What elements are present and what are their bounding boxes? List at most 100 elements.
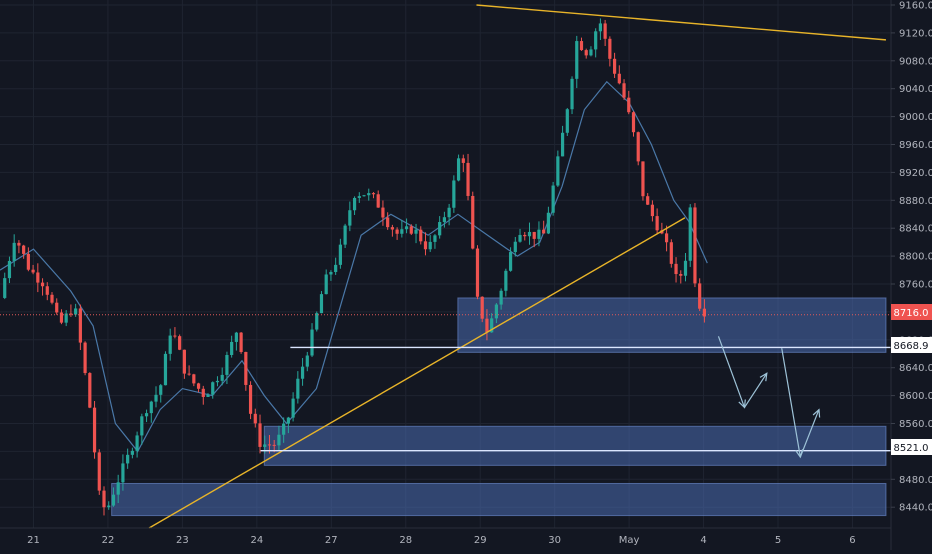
support-zone[interactable] <box>457 297 887 353</box>
candle-body <box>310 329 314 356</box>
x-tick-label: 30 <box>548 535 561 546</box>
candle-body <box>423 241 428 250</box>
support-trendline[interactable] <box>148 217 686 529</box>
y-tick-label: 8600.0 <box>899 391 932 402</box>
candle-body <box>494 304 498 319</box>
candle-body <box>542 229 546 234</box>
resistance-trendline[interactable] <box>476 4 887 41</box>
candle-body <box>504 270 508 291</box>
candle-body <box>390 227 394 230</box>
candle-body <box>688 207 692 261</box>
candle-body <box>64 313 68 323</box>
candle-body <box>40 282 45 287</box>
candle-body <box>206 394 210 397</box>
candle-body <box>698 283 702 309</box>
projection-arrow-head <box>812 408 821 418</box>
candle-body <box>187 373 191 375</box>
candle-body <box>565 109 569 133</box>
x-tick-label: 29 <box>474 535 487 546</box>
candle-body <box>140 416 144 436</box>
candle-body <box>215 380 220 383</box>
x-tick-label: 6 <box>849 535 855 546</box>
candle-body <box>575 41 579 79</box>
candle-body <box>111 494 116 506</box>
candle-body <box>282 423 286 435</box>
candle-body <box>107 505 111 508</box>
candle-body <box>163 353 168 386</box>
support-zone[interactable] <box>111 482 887 517</box>
candle-body <box>239 332 243 352</box>
x-tick-label: 5 <box>775 535 781 546</box>
candle-body <box>381 207 385 218</box>
candle-body <box>461 158 465 163</box>
level-2-badge-text: 8521.0 <box>894 443 929 454</box>
candle-body <box>371 193 376 195</box>
candle-body <box>376 194 380 208</box>
candle-body <box>272 444 276 446</box>
y-tick-label: 8440.0 <box>899 503 932 514</box>
candle-body <box>263 444 267 447</box>
y-tick-label: 9120.0 <box>899 28 932 39</box>
candle-body <box>230 341 234 355</box>
y-tick-label: 8960.0 <box>899 140 932 151</box>
y-tick-label: 9080.0 <box>899 56 932 67</box>
current-price-badge-box <box>891 304 932 320</box>
candle-body <box>220 374 224 381</box>
candle-body <box>69 313 73 315</box>
candle-body <box>357 196 361 198</box>
candle-body <box>343 225 347 245</box>
candle-body <box>362 195 366 197</box>
candle-body <box>513 241 517 253</box>
candle-body <box>26 253 30 270</box>
candle-body <box>556 156 560 186</box>
candle-body <box>627 97 631 113</box>
candle-body <box>570 78 574 110</box>
candle-body <box>679 274 683 276</box>
candle-body <box>296 378 300 399</box>
candle-body <box>603 23 607 39</box>
support-zone[interactable] <box>263 425 887 466</box>
x-tick-label: 24 <box>250 535 263 546</box>
candle-body <box>59 312 64 323</box>
grid-layer <box>0 0 891 528</box>
level-2-badge: 8521.0 <box>891 439 932 455</box>
candle-body <box>414 229 418 234</box>
candle-body <box>386 217 390 228</box>
candle-body <box>196 383 201 389</box>
candle-body <box>178 336 182 350</box>
candle-body <box>253 413 257 424</box>
candle-body <box>433 235 437 242</box>
projection-arrow <box>743 372 768 408</box>
x-tick-label: May <box>619 535 640 546</box>
candle-body <box>447 207 451 218</box>
candle-body <box>144 413 149 417</box>
candle-body <box>527 231 532 237</box>
candle-body <box>631 112 636 133</box>
candle-body <box>551 185 555 213</box>
price-axis-panel[interactable] <box>891 0 932 550</box>
candle-body <box>31 269 35 273</box>
y-tick-label: 8480.0 <box>899 475 932 486</box>
x-tick-label: 27 <box>325 535 338 546</box>
candle-body <box>471 195 475 249</box>
candle-body <box>702 308 707 317</box>
candle-body <box>305 355 309 367</box>
candle-body <box>490 318 494 333</box>
candle-body <box>485 318 489 333</box>
candle-body <box>300 366 305 379</box>
candle-body <box>74 308 78 315</box>
candle-body <box>182 349 186 374</box>
candle-body <box>22 245 26 254</box>
candle-body <box>508 252 513 271</box>
candle-body <box>518 234 522 242</box>
candle-body <box>154 394 158 402</box>
badge-layer: 8716.0 8668.9 8521.0 <box>891 304 932 455</box>
candle-body <box>36 272 40 283</box>
candle-body <box>419 229 423 242</box>
candle-body <box>584 50 588 56</box>
candle-body <box>428 241 432 250</box>
candle-body <box>475 248 480 297</box>
